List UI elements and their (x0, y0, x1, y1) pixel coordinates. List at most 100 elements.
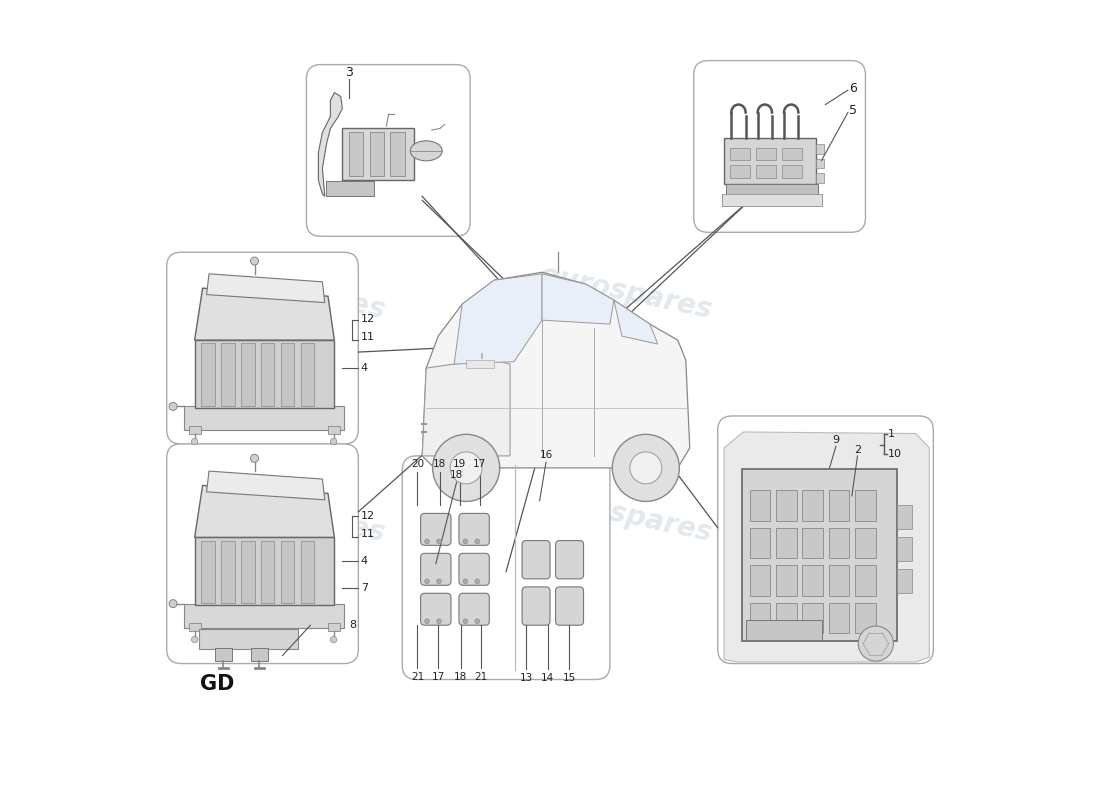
Bar (802, 566, 823, 596)
Text: 4: 4 (361, 363, 367, 373)
Circle shape (437, 579, 441, 584)
Bar (741, 470, 898, 641)
Polygon shape (542, 274, 614, 324)
Polygon shape (454, 274, 542, 364)
FancyBboxPatch shape (459, 594, 490, 626)
FancyBboxPatch shape (420, 514, 451, 546)
Text: 17: 17 (473, 459, 486, 469)
Text: 15: 15 (562, 673, 575, 683)
Bar (729, 148, 750, 161)
FancyBboxPatch shape (694, 61, 866, 232)
Bar (756, 148, 775, 161)
FancyBboxPatch shape (167, 252, 359, 444)
FancyBboxPatch shape (556, 541, 583, 579)
Circle shape (425, 539, 429, 544)
Bar (816, 145, 824, 154)
Circle shape (475, 539, 480, 544)
Bar (729, 166, 750, 178)
Circle shape (425, 579, 429, 584)
Bar (201, 541, 214, 603)
Circle shape (858, 626, 893, 661)
Polygon shape (195, 288, 334, 340)
Bar (300, 541, 315, 603)
Text: 18: 18 (433, 459, 447, 469)
Text: 2: 2 (854, 445, 861, 454)
Text: 11: 11 (361, 332, 375, 342)
Text: 18: 18 (454, 671, 467, 682)
Text: 3: 3 (344, 66, 353, 79)
Ellipse shape (410, 141, 442, 161)
Circle shape (463, 619, 467, 624)
Bar (828, 566, 849, 596)
Circle shape (330, 438, 337, 445)
Text: 11: 11 (361, 529, 375, 539)
Circle shape (613, 434, 680, 502)
Bar (189, 426, 201, 434)
Text: 21: 21 (475, 671, 488, 682)
Bar (898, 538, 912, 562)
Circle shape (432, 434, 499, 502)
Bar (898, 506, 912, 530)
Bar (776, 528, 796, 558)
Polygon shape (422, 360, 510, 456)
Circle shape (169, 402, 177, 410)
FancyBboxPatch shape (556, 587, 583, 626)
Polygon shape (422, 272, 690, 468)
Bar (776, 490, 796, 521)
Bar (816, 159, 824, 169)
Bar (855, 566, 876, 596)
Text: eurospares: eurospares (537, 484, 715, 548)
Bar (726, 184, 817, 194)
FancyBboxPatch shape (522, 587, 550, 626)
Text: 13: 13 (519, 673, 532, 683)
Text: 21: 21 (410, 671, 425, 682)
Bar (221, 541, 234, 603)
Bar (816, 173, 824, 182)
Circle shape (251, 454, 258, 462)
Bar (855, 603, 876, 633)
Bar (251, 648, 268, 661)
Circle shape (450, 452, 482, 484)
Text: 16: 16 (539, 450, 552, 460)
Polygon shape (614, 300, 658, 344)
Bar (221, 343, 234, 406)
Text: GD: GD (200, 674, 234, 694)
Circle shape (251, 257, 258, 265)
Bar (802, 603, 823, 633)
Bar (750, 566, 770, 596)
Bar (261, 541, 275, 603)
FancyBboxPatch shape (459, 554, 490, 586)
Bar (184, 604, 344, 628)
Bar (855, 490, 876, 521)
Circle shape (475, 619, 480, 624)
Bar (370, 132, 384, 176)
Text: eurospares: eurospares (210, 484, 387, 548)
Bar (750, 490, 770, 521)
Bar (782, 166, 802, 178)
Bar (746, 620, 822, 639)
Text: 7: 7 (361, 582, 367, 593)
Text: eurospares: eurospares (537, 260, 715, 324)
Bar (828, 490, 849, 521)
Bar (750, 603, 770, 633)
Bar (214, 648, 232, 661)
Bar (328, 426, 340, 434)
Bar (776, 566, 796, 596)
Bar (280, 541, 295, 603)
Text: 18: 18 (450, 470, 463, 480)
Circle shape (169, 600, 177, 608)
Bar (855, 528, 876, 558)
Bar (241, 343, 254, 406)
Bar (261, 343, 275, 406)
Bar (300, 343, 315, 406)
FancyBboxPatch shape (420, 554, 451, 586)
Bar (327, 181, 374, 195)
FancyBboxPatch shape (717, 416, 933, 663)
Circle shape (437, 619, 441, 624)
Circle shape (475, 579, 480, 584)
Bar (195, 340, 334, 408)
Text: 14: 14 (541, 673, 554, 683)
Circle shape (191, 636, 198, 642)
Text: 17: 17 (431, 671, 444, 682)
Polygon shape (724, 432, 930, 662)
